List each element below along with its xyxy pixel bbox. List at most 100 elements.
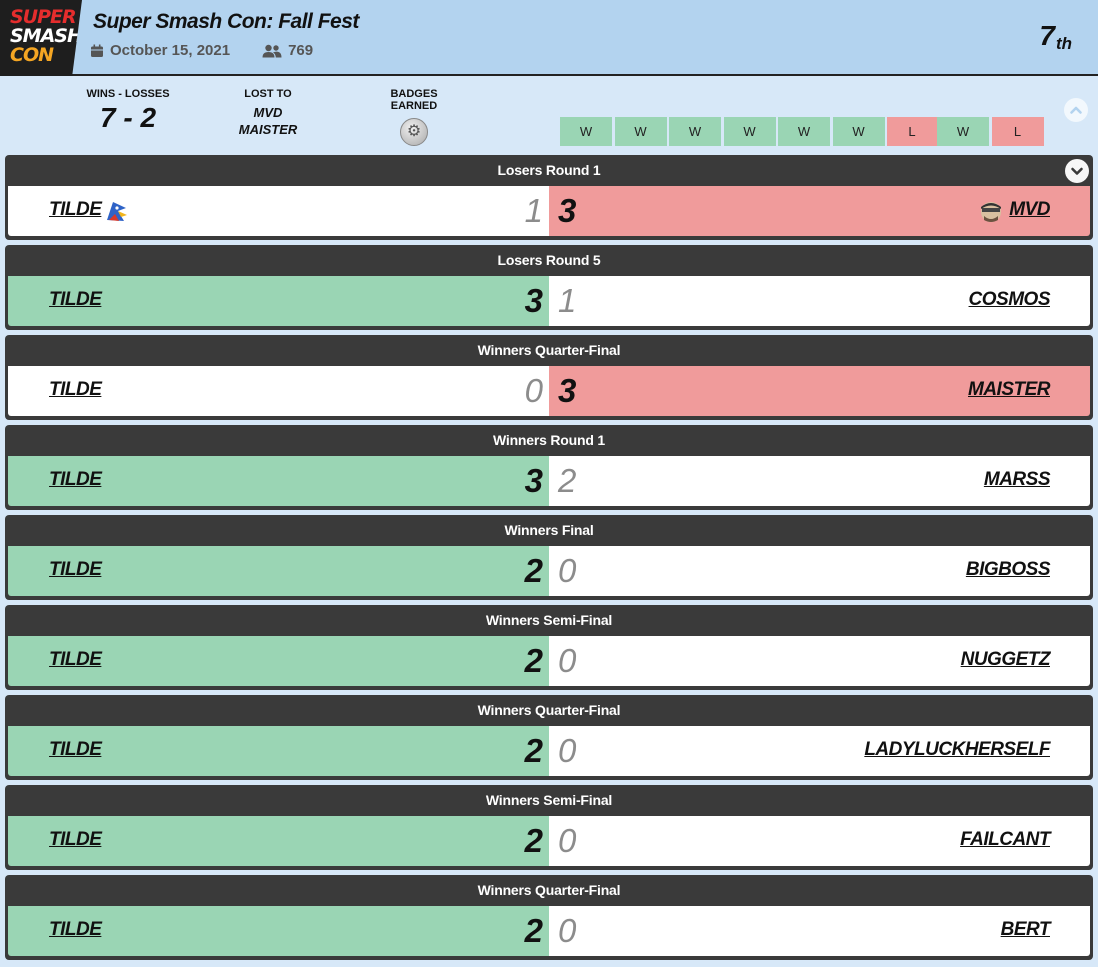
player-left: TILDE 2 [8, 636, 549, 686]
match-card[interactable]: Winners Semi-Final TILDE 2 0 FAILCANT [5, 785, 1093, 870]
player-name[interactable]: TILDE [49, 199, 102, 220]
round-name: Losers Round 5 [497, 252, 601, 268]
round-name: Losers Round 1 [497, 162, 601, 178]
player-left: TILDE 0 [8, 366, 549, 416]
player-name[interactable]: TILDE [49, 829, 102, 850]
match-card[interactable]: Winners Semi-Final TILDE 2 0 NUGGETZ [5, 605, 1093, 690]
entrant-count: 769 [288, 42, 314, 59]
badges-label: BADGES EARNED [390, 88, 438, 112]
result-cell[interactable]: L [991, 117, 1044, 146]
users-icon [262, 44, 282, 57]
player-name[interactable]: TILDE [49, 739, 102, 760]
score: 1 [558, 282, 577, 319]
player-left: TILDE 2 [8, 906, 549, 956]
wins-losses-stat: WINS - LOSSES 7 - 2 [78, 88, 178, 134]
expand-button[interactable] [1065, 159, 1089, 183]
event-meta: October 15, 2021 769 [90, 42, 313, 59]
score: 0 [558, 822, 577, 859]
placement: 7th [1039, 20, 1072, 54]
score: 0 [558, 642, 577, 679]
badge-icon[interactable] [400, 118, 428, 146]
result-cell[interactable]: L [887, 117, 937, 146]
player-name[interactable]: TILDE [49, 469, 102, 490]
player-left: TILDE 1 [8, 186, 549, 236]
player-right: 3 MVD [549, 186, 1090, 236]
score: 2 [524, 552, 543, 589]
match-card[interactable]: Winners Quarter-Final TILDE 0 3 MAISTER [5, 335, 1093, 420]
result-cell[interactable]: W [937, 117, 989, 146]
calendar-icon [91, 44, 103, 57]
player-right: 0 FAILCANT [549, 816, 1090, 866]
player-name[interactable]: BERT [1000, 919, 1051, 940]
player-name[interactable]: NUGGETZ [960, 649, 1051, 670]
round-name: Winners Quarter-Final [477, 342, 621, 358]
round-name: Winners Quarter-Final [477, 882, 621, 898]
player-name[interactable]: MVD [1009, 199, 1050, 220]
round-name: Winners Final [504, 522, 594, 538]
player-right: 0 NUGGETZ [549, 636, 1090, 686]
result-cell[interactable]: W [832, 117, 885, 146]
score: 3 [558, 192, 577, 229]
score: 2 [524, 642, 543, 679]
round-name: Winners Quarter-Final [477, 702, 621, 718]
match-card[interactable]: Losers Round 5 TILDE 3 1 COSMOS [5, 245, 1093, 330]
player-name[interactable]: MARSS [983, 469, 1051, 490]
logo-line-1: SUPER [10, 6, 77, 28]
placement-suffix: th [1055, 34, 1072, 53]
score: 2 [524, 732, 543, 769]
score: 1 [524, 192, 543, 229]
lost-to-stat: LOST TO MVD MAISTER [228, 88, 308, 137]
wins-losses-value: 7 - 2 [99, 102, 157, 133]
result-cell[interactable]: W [778, 117, 830, 146]
result-cell[interactable]: W [669, 117, 721, 146]
score: 2 [524, 822, 543, 859]
score: 0 [558, 552, 577, 589]
super-smash-con-logo[interactable]: SUPER SMASH CON [0, 0, 82, 76]
match-card[interactable]: Losers Round 1 TILDE 1 3 MVD [5, 155, 1093, 240]
match-card[interactable]: Winners Final TILDE 2 0 BIGBOSS [5, 515, 1093, 600]
player-name[interactable]: TILDE [49, 289, 102, 310]
player-name[interactable]: MAISTER [968, 379, 1051, 400]
player-name[interactable]: LADYLUCKHERSELF [864, 739, 1050, 760]
player-right: 2 MARSS [549, 456, 1090, 506]
round-name: Winners Semi-Final [485, 792, 613, 808]
player-name[interactable]: TILDE [49, 559, 102, 580]
player-left: TILDE 2 [8, 546, 549, 596]
collapse-button[interactable] [1064, 98, 1088, 122]
score: 0 [524, 372, 543, 409]
lost-to-label: LOST TO [244, 88, 292, 100]
player-name[interactable]: TILDE [49, 649, 102, 670]
player-left: TILDE 2 [8, 816, 549, 866]
lost-to-player[interactable]: MAISTER [238, 122, 298, 137]
result-cell[interactable]: W [614, 117, 667, 146]
logo-line-2: SMASH [10, 25, 82, 47]
logo-line-3: CON [10, 44, 54, 66]
snake-icon [981, 202, 1001, 222]
score: 3 [524, 462, 543, 499]
player-left: TILDE 3 [8, 456, 549, 506]
player-right: 0 LADYLUCKHERSELF [549, 726, 1090, 776]
player-name[interactable]: COSMOS [968, 289, 1051, 310]
lost-to-player[interactable]: MVD [253, 105, 283, 120]
match-card[interactable]: Winners Quarter-Final TILDE 2 0 LADYLUCKHERS… [5, 695, 1093, 780]
score: 0 [558, 732, 577, 769]
player-name[interactable]: TILDE [49, 379, 102, 400]
round-name: Winners Round 1 [493, 432, 605, 448]
score: 3 [558, 372, 577, 409]
player-name[interactable]: TILDE [49, 919, 102, 940]
score: 2 [558, 462, 577, 499]
player-name[interactable]: BIGBOSS [965, 559, 1051, 580]
result-cell[interactable]: W [723, 117, 776, 146]
player-right: 3 MAISTER [549, 366, 1090, 416]
result-cell[interactable]: W [560, 117, 612, 146]
match-card[interactable]: Winners Round 1 TILDE 3 2 MARSS [5, 425, 1093, 510]
player-right: 1 COSMOS [549, 276, 1090, 326]
player-name[interactable]: FAILCANT [960, 829, 1050, 850]
wins-losses-label: WINS - LOSSES [86, 88, 170, 100]
match-card[interactable]: Winners Quarter-Final TILDE 2 0 BERT [5, 875, 1093, 960]
score: 0 [558, 912, 577, 949]
player-right: 0 BIGBOSS [549, 546, 1090, 596]
badges-stat: BADGES EARNED [368, 88, 460, 146]
event-header: SUPER SMASH CON Super Smash Con: Fall Fe… [0, 0, 1098, 76]
event-title[interactable]: Super Smash Con: Fall Fest [93, 10, 359, 33]
